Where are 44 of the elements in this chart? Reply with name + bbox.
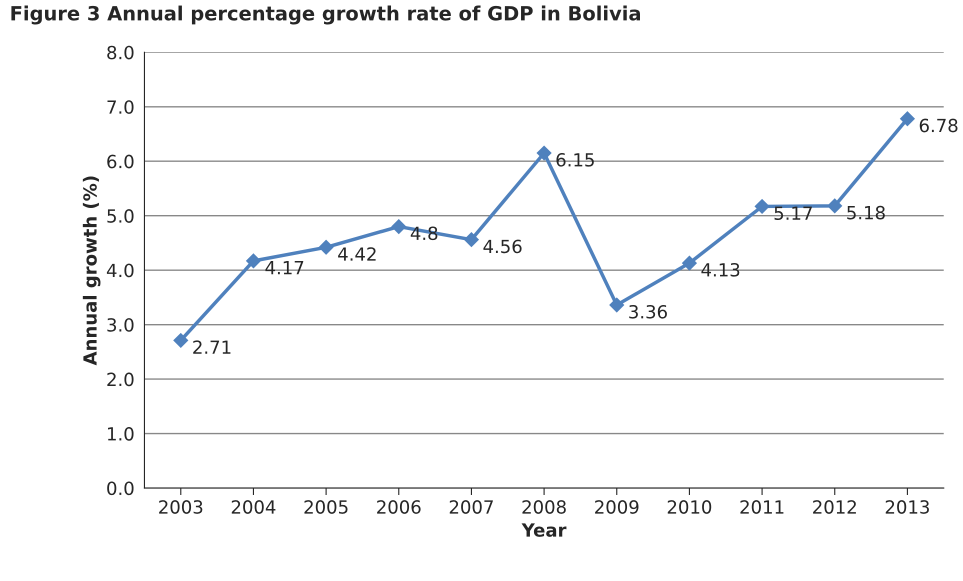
data-label: 4.56 (483, 240, 522, 254)
y-tick-label: 1.0 (108, 427, 134, 441)
data-label: 5.17 (774, 206, 812, 220)
data-label: 4.17 (265, 261, 304, 274)
point (827, 198, 842, 214)
point (173, 333, 188, 348)
data-label: 6.78 (920, 118, 958, 132)
y-tick-label: 0.0 (107, 482, 134, 496)
x-tick-label: 2009 (595, 500, 638, 514)
data-label: 6.15 (556, 152, 594, 167)
x-tick-label: 2011 (740, 500, 784, 514)
data-label: 3.36 (629, 304, 667, 319)
point (754, 199, 770, 214)
point (609, 298, 624, 312)
x-tick-label: 2004 (232, 500, 276, 514)
y-tick-label: 5.0 (107, 209, 134, 223)
point (464, 232, 479, 248)
data-label: 4.13 (701, 263, 740, 277)
y-tick-label: 4.0 (106, 264, 134, 278)
point (682, 256, 697, 270)
point (391, 219, 406, 234)
y-axis-title: Annual growth (%) (82, 176, 100, 366)
point (900, 111, 915, 126)
x-tick-label: 2012 (813, 500, 856, 514)
x-tick-label: 2007 (450, 500, 493, 514)
y-tick-label: 3.0 (107, 318, 134, 332)
point (246, 254, 261, 268)
x-tick-label: 2010 (668, 500, 712, 514)
data-label: 5.18 (847, 206, 885, 220)
point (318, 240, 334, 255)
y-tick-label: 2.0 (107, 372, 134, 386)
x-axis-title: Year (522, 523, 566, 537)
data-label: 2.71 (193, 340, 230, 354)
x-tick-label: 2008 (522, 500, 566, 514)
point (536, 146, 552, 160)
x-tick-label: 2006 (377, 500, 421, 514)
data-label: 4.42 (338, 247, 376, 261)
x-tick-label: 2003 (159, 500, 202, 514)
y-tick-label: 8.0 (107, 46, 134, 60)
y-tick-label: 6.0 (107, 154, 134, 168)
chart-title: Figure 3 Annual percentage growth rate of GDP in Bolivia (11, 6, 640, 25)
y-tick-label: 7.0 (107, 100, 134, 114)
x-tick-label: 2005 (304, 500, 348, 514)
x-tick-label: 2013 (886, 500, 929, 514)
